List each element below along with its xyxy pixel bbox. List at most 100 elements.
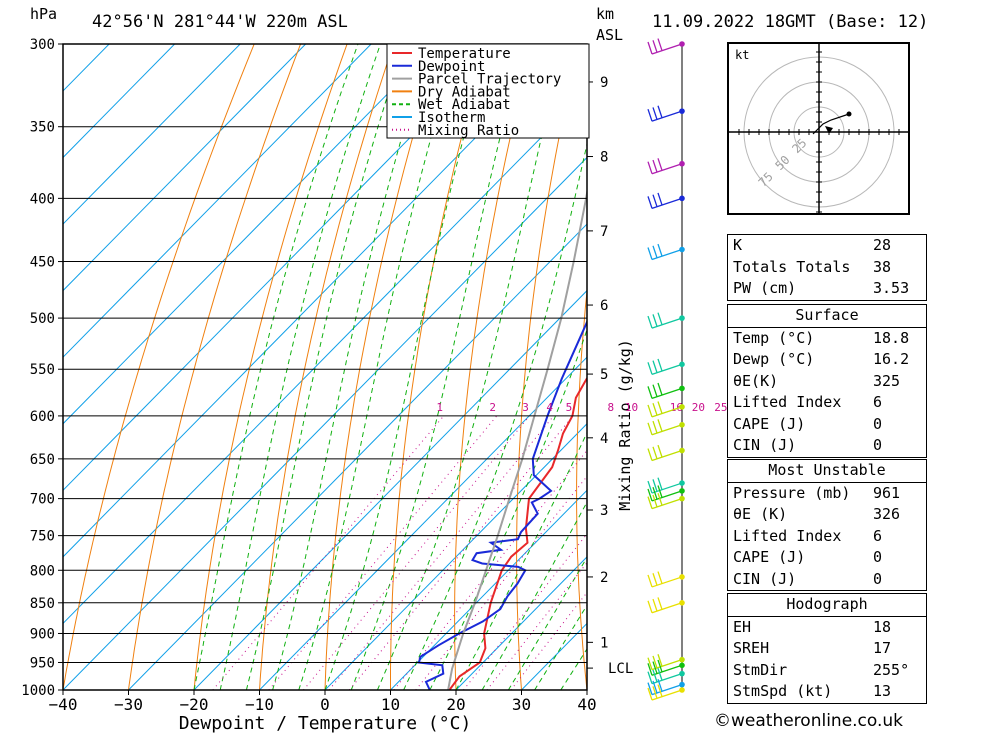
pressure-tick-label: 600	[30, 409, 55, 425]
wind-barb	[647, 684, 685, 701]
x-axis-title: Dewpoint / Temperature (°C)	[179, 713, 472, 733]
km-tick-label: 5	[600, 367, 608, 383]
wind-barb-feather	[657, 38, 663, 51]
pressure-unit-label: hPa	[30, 5, 58, 23]
mixing-ratio-label: 5	[566, 401, 573, 414]
wind-barb-feather	[647, 386, 653, 399]
isotherm-line	[63, 44, 569, 558]
isotherm-line	[63, 44, 307, 292]
wind-barb-dot	[679, 246, 685, 253]
hodograph-stat-row: EH 18	[728, 617, 926, 639]
wind-barb-shaft	[651, 248, 683, 261]
wind-barb-feather	[652, 661, 658, 674]
hodograph-ring-label: 25	[789, 136, 809, 156]
wind-barb-feather	[657, 192, 663, 206]
legend-label: Wet Adiabat	[418, 97, 511, 113]
most-unstable-table: Most Unstable Pressure (mb) 961 θE (K) 326 L…	[727, 459, 927, 591]
wind-barb-feather	[652, 107, 658, 120]
pressure-tick-label: 750	[30, 529, 55, 545]
wind-barb	[647, 158, 685, 175]
wind-barb-dot	[679, 574, 685, 580]
hodograph-stat-value: 13	[873, 682, 892, 700]
temperature-tick-label: −10	[245, 695, 274, 714]
surface-table: Surface Temp (°C) 18.8 Dewp (°C) 16.2 θE(K) 3…	[727, 304, 927, 458]
surface-row: Lifted Index 6	[728, 392, 926, 414]
asl-unit-label: ASL	[596, 26, 624, 44]
wind-barb	[647, 668, 685, 685]
wind-barb-feather	[652, 384, 658, 397]
wind-barb-feather	[647, 671, 653, 684]
wind-barb-feather	[652, 479, 658, 492]
wind-barb-dot	[679, 687, 685, 693]
hodograph-trace	[812, 113, 850, 135]
isotherm-line	[63, 44, 241, 225]
wind-barb-feather	[647, 496, 653, 509]
surface-row: Dewp (°C) 16.2	[728, 349, 926, 371]
wind-barb-shaft	[651, 482, 683, 494]
isotherm-line	[259, 356, 587, 690]
wind-barb-feather	[647, 108, 653, 122]
wind-barb-feather	[652, 573, 658, 586]
wind-barb-feather	[657, 444, 663, 458]
wind-barb-feather	[652, 686, 658, 699]
wind-barb-feather	[652, 420, 658, 434]
wind-barb-feather	[647, 480, 653, 494]
wet-adiabat-line	[298, 44, 459, 690]
indices-table: K 28 Totals Totals 38 PW (cm) 3.53	[727, 234, 927, 301]
legend-label: Parcel Trajectory	[418, 72, 561, 88]
index-value: 38	[873, 257, 892, 276]
pressure-tick-label: 500	[30, 311, 55, 327]
index-row: PW (cm) 3.53	[728, 278, 926, 300]
wind-barb-feather	[657, 597, 663, 610]
mixing-ratio-label: 10	[625, 401, 638, 414]
wind-barb-dot	[679, 488, 685, 494]
most-unstable-value: 6	[873, 526, 883, 545]
dry-adiabat-line	[691, 44, 719, 690]
wind-barb-shaft	[651, 449, 683, 462]
plot-frame	[62, 43, 588, 691]
wet-adiabat-line	[455, 431, 587, 690]
index-row: Totals Totals 38	[728, 257, 926, 279]
mixing-ratio-line	[415, 475, 587, 690]
wind-barb-feather	[657, 158, 663, 171]
wind-barb-feather	[657, 105, 663, 118]
km-unit-label: km	[596, 5, 615, 23]
km-tick-label: 9	[600, 75, 608, 91]
wind-barb-feather	[652, 194, 658, 207]
credit-link[interactable]: ©weatheronline.co.uk	[714, 711, 904, 731]
wind-barb	[647, 382, 685, 400]
wind-barb-feather	[652, 314, 658, 327]
wind-barb-feather	[647, 161, 653, 174]
wind-barb-shaft	[651, 689, 683, 701]
wind-barb-feather	[647, 488, 653, 502]
pressure-tick-label: 700	[30, 492, 55, 508]
wind-barb-dot	[679, 41, 685, 47]
wind-barb-dot	[679, 495, 685, 502]
wind-barb-feather	[647, 600, 653, 614]
km-tick-label: 7	[600, 224, 608, 240]
wind-barb-feather	[657, 684, 663, 697]
hodograph-stat-label: StmDir	[733, 660, 788, 679]
wind-barb	[647, 312, 685, 329]
wind-barb-feather	[652, 245, 658, 259]
wind-barb-feather	[657, 419, 663, 432]
wind-barb-shaft	[651, 673, 683, 685]
most-unstable-row: CIN (J) 0	[728, 569, 926, 591]
wind-barb	[647, 485, 685, 502]
wind-barb	[647, 419, 685, 436]
legend-label: Mixing Ratio	[418, 123, 519, 139]
wind-barb-feather	[647, 682, 653, 695]
km-tick-label: 4	[600, 431, 608, 447]
wind-barb-feather	[652, 680, 658, 694]
mixing-ratio-label: 25	[714, 401, 727, 414]
surface-value: 0	[873, 436, 883, 454]
surface-label: CIN (J)	[733, 436, 797, 454]
pressure-tick-label: 300	[30, 37, 55, 53]
wind-barb-dot	[679, 404, 685, 410]
dry-adiabat-line	[949, 44, 1000, 690]
wind-barb-shaft	[651, 163, 683, 175]
hodograph-stat-value: 255°	[873, 660, 910, 679]
wind-barb-dot	[679, 108, 685, 114]
